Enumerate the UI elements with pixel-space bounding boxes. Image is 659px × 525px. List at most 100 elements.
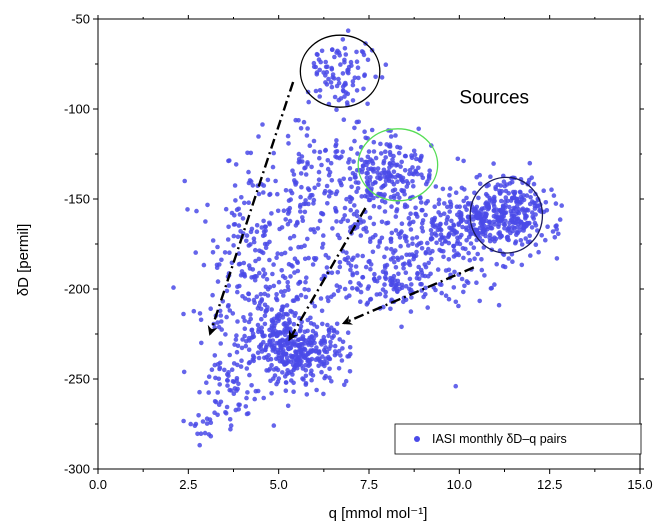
source-circle-1 [299, 34, 381, 108]
data-point [395, 179, 400, 184]
data-point [298, 126, 304, 131]
data-point [229, 210, 235, 216]
data-point [338, 353, 343, 358]
data-point [533, 212, 538, 217]
data-point [363, 135, 369, 141]
data-point [361, 163, 366, 168]
data-point [373, 232, 378, 238]
data-point [537, 208, 542, 213]
data-point [246, 291, 251, 297]
data-point [323, 59, 329, 65]
data-point [407, 167, 413, 173]
data-point [439, 241, 445, 247]
data-point [425, 305, 431, 310]
data-point [204, 421, 210, 426]
data-point [307, 350, 313, 355]
data-point [267, 222, 273, 227]
data-point [252, 300, 257, 306]
data-point [262, 313, 268, 319]
data-point [319, 162, 324, 168]
data-point [255, 388, 261, 394]
data-point [354, 88, 360, 93]
data-point [228, 423, 234, 428]
data-point [293, 311, 298, 316]
data-point [227, 250, 232, 255]
data-point [236, 262, 242, 267]
data-point [360, 253, 366, 259]
data-point [318, 359, 323, 364]
data-point [311, 336, 317, 342]
data-point [399, 177, 405, 183]
data-point [419, 153, 424, 159]
data-point [249, 383, 254, 388]
data-point [380, 183, 386, 189]
data-point [447, 193, 452, 198]
data-point [333, 205, 338, 211]
data-point [296, 118, 301, 123]
data-point [531, 216, 536, 221]
data-point [354, 119, 360, 125]
data-point [325, 64, 330, 69]
data-point [323, 148, 328, 153]
data-point [432, 231, 438, 236]
data-point [250, 183, 256, 188]
data-point [506, 224, 512, 230]
data-point [277, 338, 283, 344]
data-point [354, 59, 360, 64]
data-point [285, 279, 291, 285]
data-point [235, 319, 240, 324]
data-point [391, 273, 397, 279]
data-point [462, 204, 468, 209]
data-point [346, 70, 351, 76]
data-point [545, 224, 550, 229]
data-point [260, 233, 266, 239]
data-point [255, 322, 261, 328]
data-point [392, 278, 398, 283]
data-point [368, 262, 374, 267]
data-point [367, 297, 373, 302]
data-point [200, 419, 206, 424]
data-point [274, 333, 280, 339]
data-point [434, 240, 439, 246]
data-point [208, 420, 214, 426]
data-point [418, 281, 423, 287]
data-point [269, 391, 274, 396]
data-point [410, 236, 415, 241]
data-point [236, 251, 242, 256]
data-point [305, 160, 310, 165]
data-point [552, 235, 558, 240]
data-point [377, 205, 382, 210]
data-point [233, 337, 239, 342]
data-point [286, 198, 292, 203]
data-point [286, 141, 291, 146]
data-point [533, 242, 539, 247]
data-point [276, 279, 282, 285]
data-point [492, 282, 497, 287]
data-point [244, 395, 249, 401]
data-point [415, 171, 420, 177]
data-point [350, 272, 356, 278]
data-point [383, 62, 389, 67]
data-point [342, 46, 348, 51]
data-point [461, 255, 466, 261]
data-point [340, 84, 346, 89]
data-point [337, 53, 343, 58]
data-point [348, 207, 354, 213]
data-point [339, 358, 345, 363]
data-point [204, 380, 209, 386]
data-point [521, 193, 526, 198]
data-point [373, 74, 378, 80]
data-point [372, 278, 378, 284]
data-point [459, 276, 465, 282]
data-point [502, 183, 508, 189]
data-point [416, 264, 422, 270]
data-point [388, 236, 394, 242]
data-point [288, 246, 293, 251]
data-point [396, 281, 401, 287]
data-point [215, 320, 220, 325]
data-point [407, 171, 412, 177]
data-point [524, 223, 529, 228]
data-point [391, 153, 396, 159]
data-point [300, 218, 306, 223]
data-point [329, 379, 334, 384]
